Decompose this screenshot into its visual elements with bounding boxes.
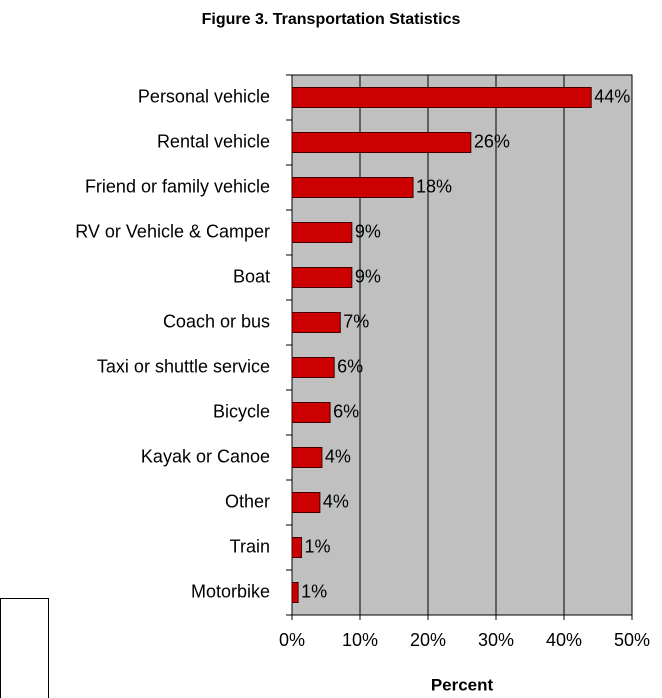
bar xyxy=(291,132,472,153)
data-label: 1% xyxy=(305,536,331,556)
bar xyxy=(291,537,303,558)
y-tick-label: RV or Vehicle & Camper xyxy=(75,221,270,241)
y-tick-label: Taxi or shuttle service xyxy=(97,356,270,376)
x-tick-label: 50% xyxy=(614,630,650,650)
data-label: 9% xyxy=(355,266,381,286)
bar xyxy=(291,267,353,288)
plot-area xyxy=(291,74,633,616)
y-tick-label: Train xyxy=(230,536,270,556)
data-label: 26% xyxy=(474,131,510,151)
bar xyxy=(291,492,321,513)
y-tick-label: Kayak or Canoe xyxy=(141,446,270,466)
x-tick-label: 40% xyxy=(546,630,582,650)
chart-title: Figure 3. Transportation Statistics xyxy=(202,11,461,28)
bar xyxy=(291,312,341,333)
data-label: 6% xyxy=(333,401,359,421)
bar xyxy=(291,447,323,468)
x-tick-label: 30% xyxy=(478,630,514,650)
bar xyxy=(291,222,353,243)
data-label: 7% xyxy=(343,311,369,331)
y-tick-label: Rental vehicle xyxy=(157,131,270,151)
data-label: 4% xyxy=(325,446,351,466)
frame-box xyxy=(0,598,49,698)
bar xyxy=(291,357,335,378)
y-tick-label: Friend or family vehicle xyxy=(85,176,270,196)
data-label: 4% xyxy=(323,491,349,511)
data-label: 6% xyxy=(337,356,363,376)
y-tick-label: Personal vehicle xyxy=(138,86,270,106)
x-tick-label: 0% xyxy=(279,630,305,650)
bar xyxy=(291,87,592,108)
y-tick-label: Other xyxy=(225,491,270,511)
y-tick-label: Motorbike xyxy=(191,581,270,601)
x-axis-title: Percent xyxy=(431,675,494,694)
data-label: 18% xyxy=(416,176,452,196)
bar xyxy=(291,582,299,603)
bar xyxy=(291,402,331,423)
y-tick-label: Bicycle xyxy=(213,401,270,421)
data-label: 44% xyxy=(594,86,630,106)
bar xyxy=(291,177,414,198)
data-label: 1% xyxy=(301,581,327,601)
x-tick-label: 20% xyxy=(410,630,446,650)
data-label: 9% xyxy=(355,221,381,241)
y-tick-label: Boat xyxy=(233,266,270,286)
x-tick-label: 10% xyxy=(342,630,378,650)
y-tick-label: Coach or bus xyxy=(163,311,270,331)
